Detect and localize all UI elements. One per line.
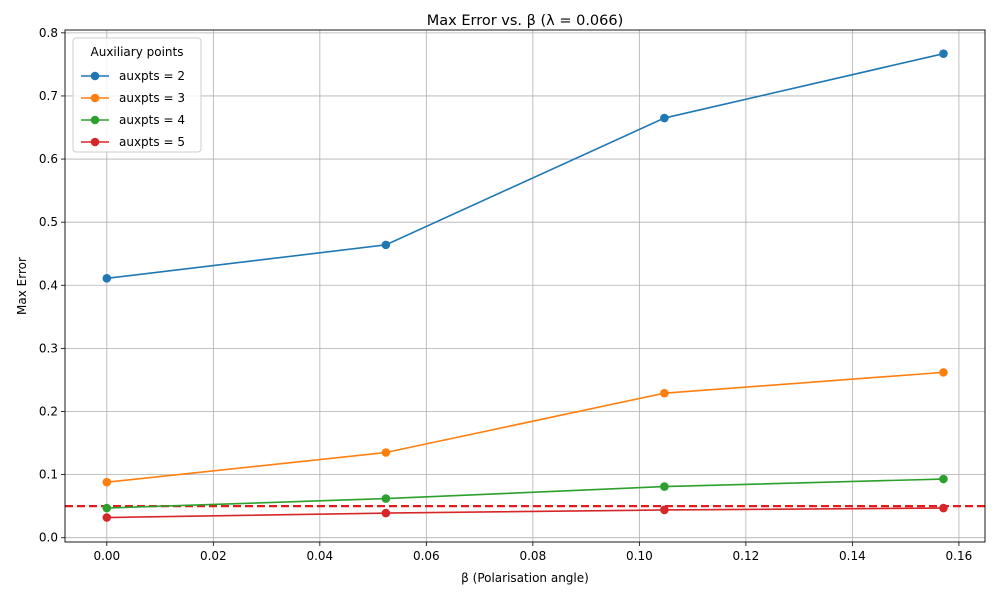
x-axis: 0.00 0.02 0.04 0.06 0.08 0.10 0.12 0.14 0.16 [93, 542, 972, 563]
series-line [106, 371, 944, 483]
data-point [939, 474, 948, 484]
x-tick-label: 0.10 [626, 549, 653, 563]
y-tick-label: 0.3 [39, 341, 58, 355]
y-tick-label: 0.6 [39, 152, 58, 166]
data-point [102, 477, 112, 487]
legend-label: auxpts = 5 [119, 135, 185, 149]
data-point [381, 508, 391, 518]
data-point [102, 513, 112, 522]
x-axis-label: β (Polarisation angle) [461, 571, 589, 585]
legend-marker [90, 93, 100, 103]
legend-marker [90, 115, 100, 125]
legend-label: auxpts = 2 [119, 69, 185, 83]
x-tick-label: 0.04 [306, 549, 333, 563]
legend-item: auxpts = 4 [81, 113, 185, 127]
series-line [106, 52, 944, 280]
series-line [106, 507, 944, 519]
y-tick-label: 0.4 [39, 278, 58, 292]
legend-label: auxpts = 3 [119, 91, 185, 105]
data-point [939, 49, 948, 58]
x-tick-label: 0.06 [413, 549, 440, 563]
y-axis-label: Max Error [15, 257, 29, 315]
legend-label: auxpts = 4 [119, 113, 185, 127]
legend-box [72, 37, 202, 153]
data-point [660, 505, 669, 515]
data-point [939, 503, 948, 513]
x-tick-label: 0.02 [200, 549, 227, 563]
data-point [102, 503, 112, 513]
legend-title: Auxiliary points [91, 45, 184, 59]
data-point [381, 494, 391, 503]
chart-title: Max Error vs. β (λ = 0.066) [427, 13, 624, 29]
legend-marker [90, 137, 100, 147]
x-tick-label: 0.16 [946, 549, 973, 563]
y-tick-label: 0.0 [39, 531, 58, 545]
y-tick-label: 0.7 [39, 89, 58, 103]
y-tick-label: 0.2 [39, 404, 58, 418]
plot-frame [64, 29, 986, 543]
data-point [381, 448, 391, 457]
y-tick-label: 0.1 [39, 468, 58, 482]
series-1 [102, 49, 948, 283]
series-4 [102, 503, 948, 522]
data-point [660, 113, 669, 123]
x-tick-label: 0.00 [93, 549, 120, 563]
y-tick-label: 0.8 [39, 26, 58, 40]
y-tick-label: 0.5 [39, 215, 58, 229]
x-tick-label: 0.12 [733, 549, 760, 563]
data-point [939, 368, 948, 377]
legend-item: auxpts = 2 [81, 69, 185, 83]
grid [65, 30, 985, 542]
data-point [660, 482, 669, 491]
series-3 [102, 474, 948, 513]
legend: Auxiliary points auxpts = 2 auxpts = 3 auxp… [72, 37, 202, 153]
data-point [660, 388, 669, 398]
x-tick-label: 0.14 [839, 549, 866, 563]
series-group [102, 49, 948, 522]
legend-item: auxpts = 5 [81, 135, 185, 149]
legend-item: auxpts = 3 [81, 91, 185, 105]
data-point [102, 274, 112, 283]
legend-marker [90, 71, 100, 81]
data-point [381, 240, 391, 250]
series-2 [102, 368, 948, 487]
series-line [106, 478, 944, 509]
x-tick-label: 0.08 [519, 549, 546, 563]
y-axis: 0.0 0.1 0.2 0.3 0.4 0.5 0.6 0.7 0.8 [39, 26, 65, 545]
